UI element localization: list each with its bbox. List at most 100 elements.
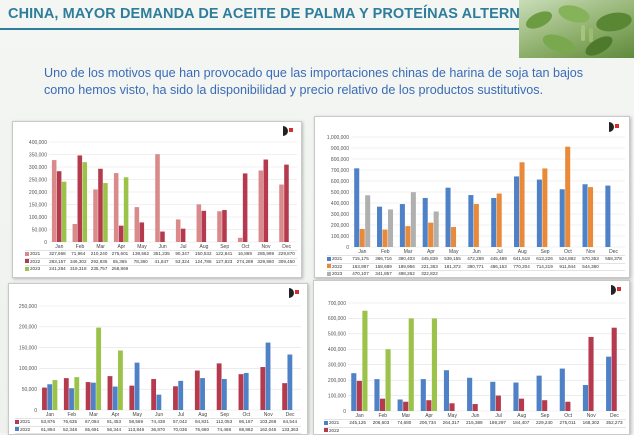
table-cell: 275,011 [556,420,579,427]
table-cell: 158,689 [372,264,395,271]
bar-sunflower-2021-Jun [155,154,160,242]
bar-sunflower-2023-Mar [103,183,108,242]
table-cell: 911,944 [556,264,579,271]
table-cell: 215,389 [463,420,486,427]
bar-palmkernel-2022-Mar [91,383,96,410]
table-cell [602,271,625,278]
y-tick-label: 900,000 [331,146,349,152]
table-cell: 327,668 [47,251,68,258]
table-cell: 470,107 [349,271,372,278]
legend-swatch [327,264,331,268]
table-cell: 53,324 [172,259,193,266]
legend-swatch [25,259,29,263]
bar-rapeseed-2023-Mar [409,318,414,411]
bar-palmoil-2023-Jan [365,195,370,247]
bar-sunflower-2022-Nov [264,160,269,242]
bar-sunflower-2021-Oct [238,238,243,242]
table-cell: 36,870 [147,427,169,434]
table-cell: 770,204 [510,264,533,271]
table-cell: 74,468 [213,427,235,434]
bar-palmkernel-2021-Dec [282,383,287,410]
table-cell: 88,882 [235,427,257,434]
bar-palmoil-2021-Dec [605,186,610,247]
y-tick-label: 700,000 [331,168,349,174]
bar-palmkernel-2022-Aug [200,378,205,410]
y-tick-label: 200,000 [331,223,349,229]
bar-rapeseed-2022-Jun [473,404,478,411]
bar-sunflower-2022-Jun [160,232,165,242]
bar-palmkernel-2023-Jan [53,380,58,410]
bar-palmoil-2022-Aug [520,162,525,247]
table-cell: 189,297 [486,420,509,427]
table-cell: 714,219 [533,264,556,271]
table-cell: 221,363 [418,264,441,271]
table-cell: 366,716 [372,256,395,263]
bar-palmoil-2021-Jun [468,195,473,247]
bar-palmkernel-2022-Jan [47,384,52,410]
bar-palmkernel-2023-Feb [74,377,79,410]
table-cell: 486,153 [487,264,510,271]
y-tick-label: 50,000 [22,387,38,393]
table-cell: 74,438 [147,419,169,426]
series-name: 2021 [30,251,40,256]
bar-palmoil-2022-May [451,227,456,247]
bar-sunflower-2021-Nov [259,171,264,242]
slide-title: CHINA, MAYOR DEMANDA DE ACEITE DE PALMA … [8,6,572,22]
table-cell [533,428,556,435]
bar-palmoil-2022-Feb [383,230,388,247]
bar-sunflower-2021-Dec [279,185,284,242]
chart-plot: 1,000,000900,000800,000700,000600,000500… [315,117,629,277]
table-cell: 74,680 [393,420,416,427]
table-cell: 241,284 [47,266,68,273]
table-cell [416,428,439,435]
table-cell: 70,036 [169,427,191,434]
table-cell: 127,823 [214,259,235,266]
bar-sunflower-2022-Apr [119,226,124,242]
bar-palmkernel-2021-Apr [108,376,113,410]
bar-palmoil-2022-Nov [588,187,593,247]
table-cell: 319,318 [68,266,89,273]
table-cell: 390,771 [464,264,487,271]
bar-rapeseed-2022-Feb [380,399,385,411]
table-cell [602,264,625,271]
table-cell: 41,847 [151,259,172,266]
series-legend-entry: 2022 [15,427,37,434]
bar-rapeseed-2022-Dec [612,328,617,411]
table-cell: 235,757 [89,266,110,273]
table-cell [441,271,464,278]
intro-paragraph: Uno de los motivos que han provocado que… [44,65,604,99]
bar-rapeseed-2022-Aug [519,399,524,411]
y-tick-label: 200,000 [29,190,47,196]
table-cell: 16,869 [234,251,255,258]
table-cell: 309,450 [276,259,297,266]
table-cell [276,266,297,273]
bar-rapeseed-2021-Jan [351,373,356,411]
table-cell: 570,353 [579,256,602,263]
bar-palmkernel-2022-Sep [222,379,227,410]
y-tick-label: 200,000 [19,325,37,331]
bar-sunflower-2023-Jan [62,182,67,242]
table-cell: 498,262 [395,271,418,278]
table-cell [509,428,532,435]
bar-rapeseed-2021-Dec [606,357,611,411]
bar-rapeseed-2023-Apr [432,318,437,411]
series-name: 2022 [20,427,30,432]
bar-rapeseed-2021-Aug [513,383,518,411]
series-name: 2021 [329,420,339,425]
table-cell [556,271,579,278]
bar-rapeseed-2021-Nov [583,385,588,411]
bar-palmkernel-2021-Jul [173,386,178,410]
y-tick-label: 350,000 [29,152,47,158]
series-legend-entry: 2021 [327,256,349,263]
bar-palmkernel-2023-Mar [96,328,101,410]
y-tick-label: 400,000 [331,201,349,207]
bar-palmkernel-2022-Jun [156,395,161,410]
table-cell: 613,226 [533,256,556,263]
series-legend-entry: 2022 [324,428,346,435]
table-cell: 61,894 [37,427,59,434]
